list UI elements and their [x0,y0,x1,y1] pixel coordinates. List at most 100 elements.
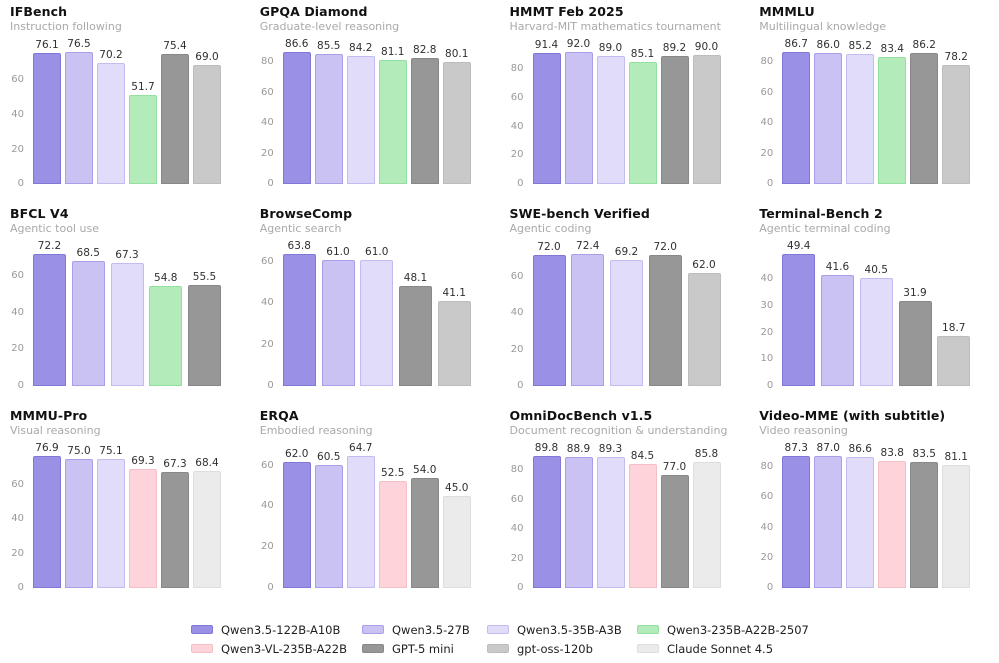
legend-label: Qwen3-235B-A22B-2507 [667,622,809,637]
bar-value-label: 75.0 [67,445,91,458]
y-tick-label: 0 [17,178,24,189]
chart-bfcl-v4: BFCL V4 Agentic tool use 0 20 40 60 72.2 68.… [0,202,250,404]
y-tick-label: 60 [261,86,274,98]
chart-subtitle: Instruction following [10,20,122,33]
y-tick-label: 0 [517,582,524,593]
y-tick-label: 40 [261,500,274,512]
legend-label: gpt-oss-120b [517,641,593,656]
bar-value-label: 62.0 [692,258,716,271]
legend-swatch-icon [637,625,659,634]
y-tick-label: 0 [766,178,774,189]
legend-label: Claude Sonnet 4.5 [667,641,774,656]
y-axis: 0 20 40 60 [0,52,26,189]
bar-value-label: 86.6 [285,38,309,50]
chart-subtitle: Agentic coding [509,222,592,235]
bar-value-label: 83.4 [880,43,904,56]
bar-value-label: 72.4 [576,240,600,252]
y-axis: 0 10 20 30 40 [749,254,775,391]
y-tick-label: 40 [11,513,24,525]
chart-subtitle: Agentic tool use [10,222,99,235]
bar-qwen3-5-35b-a3b: 86.6 [846,443,875,588]
bar-qwen3-5-27b: 92.0 [564,38,593,184]
y-tick-label: 0 [766,380,774,391]
y-tick-label: 60 [11,270,24,282]
chart-title: GPQA Diamond [259,4,368,19]
bar-value-label: 54.8 [154,271,178,284]
y-tick-label: 30 [760,299,774,311]
y-tick-label: 20 [11,343,24,355]
y-tick-label: 80 [760,461,774,473]
chart-gpqa-diamond: GPQA Diamond Graduate-level reasoning 0 2… [250,0,500,202]
y-tick-label: 20 [760,326,774,338]
bar-qwen3-5-35b-a3b: 84.2 [346,42,375,184]
bar-gpt-oss-120b: 90.0 [692,41,721,184]
bar-value-label: 76.5 [67,38,91,50]
bar-value-label: 45.0 [445,482,469,495]
bar-qwen3-5-122b-a10b: 76.9 [33,442,61,588]
bar-value-label: 61.0 [365,245,389,258]
y-axis: 0 20 40 60 [250,456,276,593]
y-axis: 0 20 40 60 [500,254,526,391]
bar-qwen3-5-27b: 87.0 [814,442,843,588]
bar-value-label: 54.0 [413,463,437,476]
bar-value-label: 64.7 [349,442,373,454]
legend-swatch-icon [487,625,509,634]
chart-erqa: ERQA Embodied reasoning 0 20 40 60 62.0 60.5… [250,404,500,606]
bar-qwen3-5-27b: 72.4 [571,240,605,386]
bar-value-label: 63.8 [287,240,311,252]
legend-swatch-icon [487,644,509,653]
bar-qwen3-vl-235b-a22b: 83.8 [878,447,907,588]
bar-qwen3-5-122b-a10b: 87.3 [782,442,811,588]
bar-qwen3-5-122b-a10b: 89.8 [532,442,561,588]
chart-swe-bench-verified: SWE-bench Verified Agentic coding 0 20 40 6… [500,202,750,404]
bar-value-label: 85.8 [694,447,719,460]
bar-value-label: 85.1 [630,47,655,60]
bar-value-label: 52.5 [381,466,405,479]
y-axis: 0 20 40 60 80 [749,456,775,593]
chart-subtitle: Agentic search [259,222,342,235]
bar-qwen3-5-27b: 61.0 [321,246,355,386]
legend-item-qwen3-5-35b-a3b: Qwen3.5-35B-A3B [487,623,637,637]
bar-claude-sonnet-4-5: 85.8 [692,448,721,588]
bar-qwen3-235b-a22b-2507: 83.4 [878,43,907,184]
bar-gpt-5-mini: 82.8 [410,44,439,184]
bar-value-label: 87.0 [816,442,840,455]
bar-gpt-5-mini: 86.2 [910,39,939,184]
bar-value-label: 88.9 [566,443,591,456]
legend-item-gpt-oss-120b: gpt-oss-120b [487,642,637,656]
bar-claude-sonnet-4-5: 45.0 [442,482,471,588]
bar-qwen3-5-122b-a10b: 72.0 [532,241,566,386]
y-tick-label: 0 [267,582,274,593]
chart-subtitle: Agentic terminal coding [759,222,891,235]
chart-subtitle: Document recognition & understanding [509,424,728,437]
bar-value-label: 41.1 [442,286,466,299]
y-axis: 0 20 40 60 [0,456,26,593]
y-tick-label: 20 [510,343,524,355]
y-axis: 0 20 40 60 80 [500,456,526,593]
bar-gpt-oss-120b: 18.7 [937,322,971,386]
bar-qwen3-5-27b: 86.0 [814,39,843,184]
bar-qwen3-5-35b-a3b: 69.2 [610,246,643,386]
y-tick-label: 40 [261,117,274,129]
bar-gpt-5-mini: 31.9 [898,287,932,386]
bar-qwen3-5-27b: 85.5 [314,40,343,184]
bar-qwen3-5-122b-a10b: 62.0 [282,448,311,588]
y-axis: 0 20 40 60 80 [500,52,526,189]
chart-mmmu-pro: MMMU-Pro Visual reasoning 0 20 40 60 76.9 75… [0,404,250,606]
y-tick-label: 40 [510,307,524,319]
bar-value-label: 62.0 [285,447,309,460]
bar-value-label: 83.5 [912,447,936,460]
legend-item-qwen3-5-122b-a10b: Qwen3.5-122B-A10B [191,623,362,637]
plot-area: 86.7 86.0 85.2 83.4 86.2 78.2 [782,38,971,184]
bar-value-label: 68.5 [76,246,100,259]
plot-area: 91.4 92.0 89.0 85.1 89.2 90.0 [532,38,721,184]
y-tick-label: 40 [510,120,524,132]
y-tick-label: 0 [267,380,274,391]
bar-value-label: 51.7 [131,80,155,93]
bar-claude-sonnet-4-5: 81.1 [942,451,971,588]
bar-value-label: 72.0 [653,240,677,253]
bar-value-label: 84.5 [630,449,655,462]
chart-title: BFCL V4 [10,206,69,221]
bar-value-label: 86.2 [912,38,936,51]
y-tick-label: 80 [261,56,274,68]
